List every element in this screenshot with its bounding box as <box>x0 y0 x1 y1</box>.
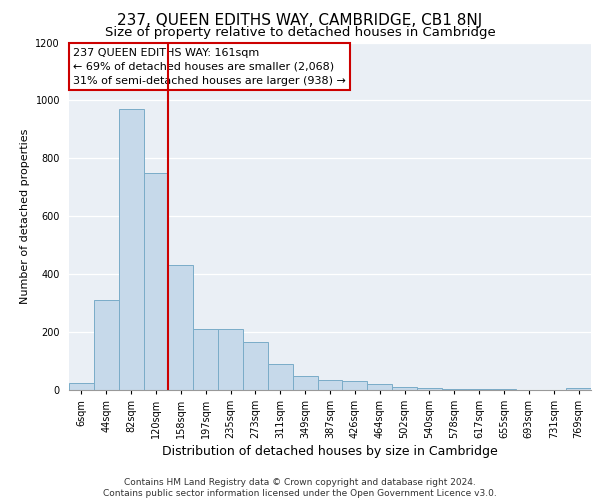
Bar <box>343 382 367 390</box>
Bar <box>566 388 591 390</box>
Bar <box>119 109 143 390</box>
Bar <box>69 383 94 390</box>
Bar <box>94 300 119 390</box>
Bar <box>143 173 169 390</box>
Text: Size of property relative to detached houses in Cambridge: Size of property relative to detached ho… <box>104 26 496 39</box>
Text: Contains HM Land Registry data © Crown copyright and database right 2024.
Contai: Contains HM Land Registry data © Crown c… <box>103 478 497 498</box>
Text: 237 QUEEN EDITHS WAY: 161sqm
← 69% of detached houses are smaller (2,068)
31% of: 237 QUEEN EDITHS WAY: 161sqm ← 69% of de… <box>73 48 346 86</box>
Bar <box>467 389 491 390</box>
Bar <box>417 388 442 390</box>
Bar <box>392 387 417 390</box>
Bar <box>317 380 343 390</box>
Bar <box>243 342 268 390</box>
Bar <box>367 384 392 390</box>
X-axis label: Distribution of detached houses by size in Cambridge: Distribution of detached houses by size … <box>162 446 498 458</box>
Bar <box>169 266 193 390</box>
Bar <box>293 376 317 390</box>
Bar <box>193 329 218 390</box>
Bar <box>268 364 293 390</box>
Text: 237, QUEEN EDITHS WAY, CAMBRIDGE, CB1 8NJ: 237, QUEEN EDITHS WAY, CAMBRIDGE, CB1 8N… <box>118 12 482 28</box>
Bar <box>442 388 467 390</box>
Bar <box>218 329 243 390</box>
Y-axis label: Number of detached properties: Number of detached properties <box>20 128 30 304</box>
